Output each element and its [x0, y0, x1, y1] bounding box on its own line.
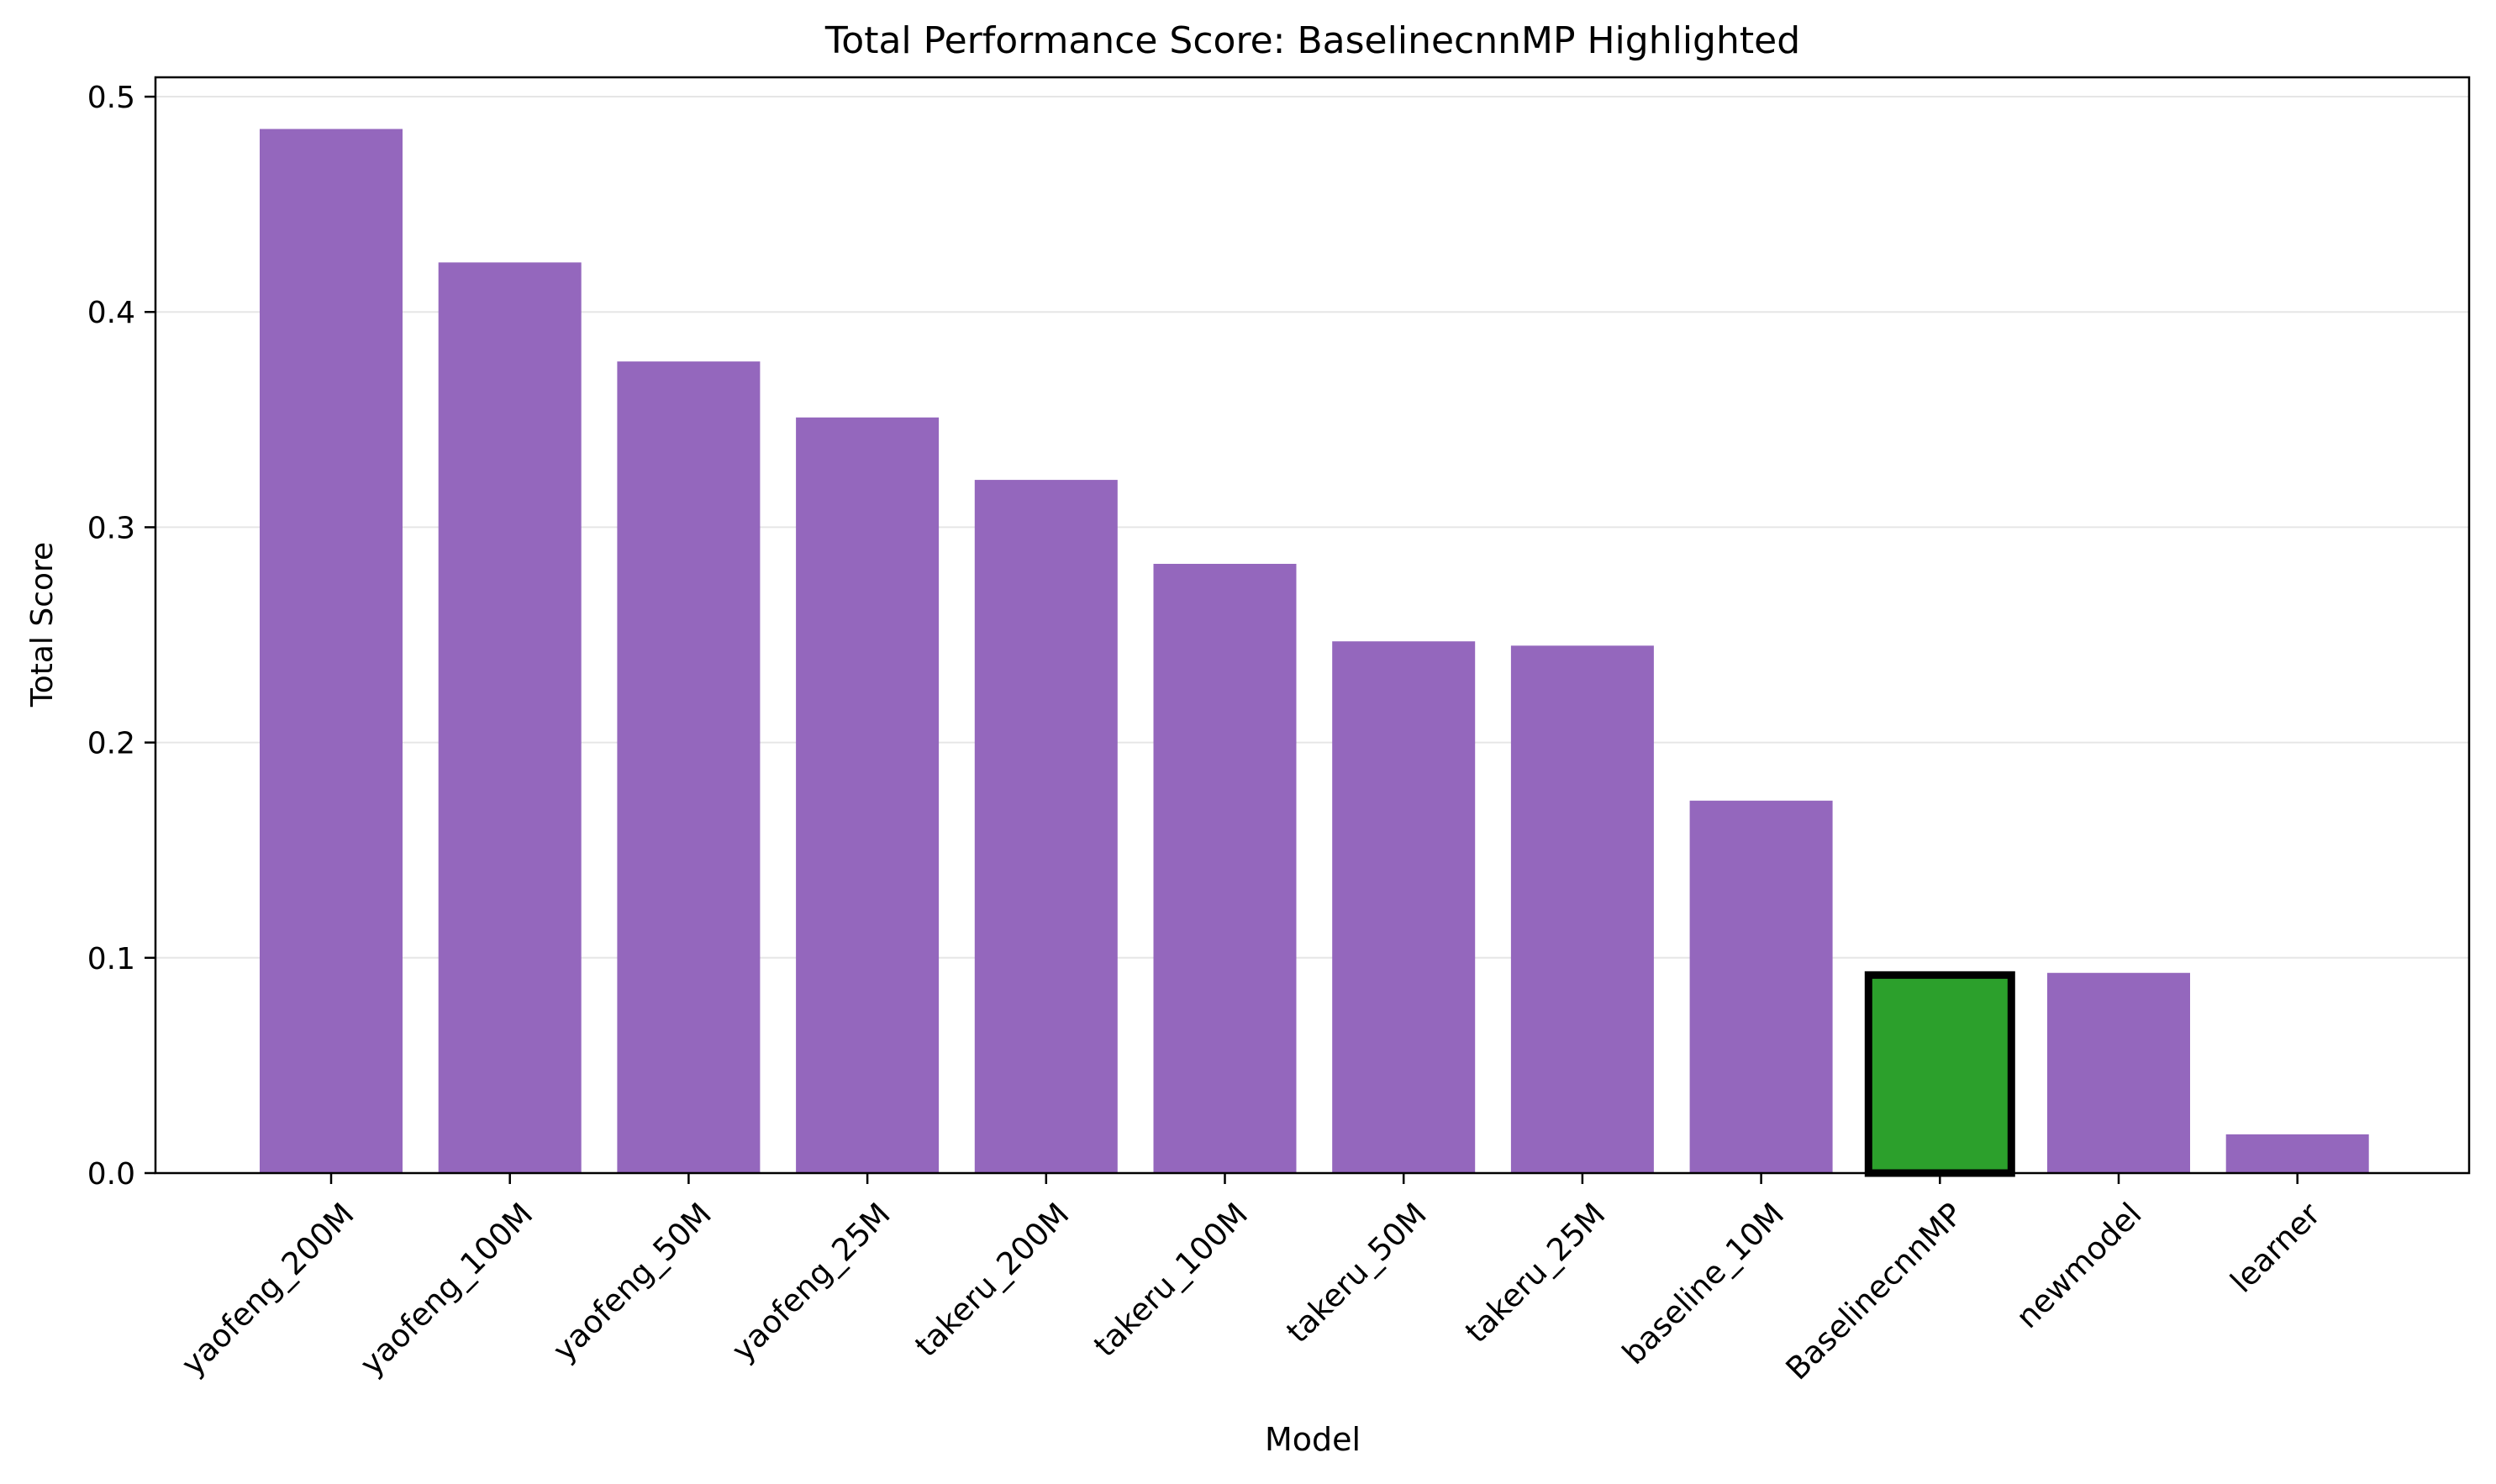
- x-tick-label: yaofeng_100M: [353, 1196, 540, 1382]
- x-tick-label: learner: [2224, 1196, 2328, 1300]
- bar: [1510, 645, 1654, 1173]
- x-tick-label: baseline_10M: [1615, 1196, 1791, 1371]
- plot-frame: [154, 76, 2471, 1175]
- x-tick-label: BaselinecnnMP: [1779, 1196, 1970, 1387]
- y-tick-label: 0.0: [87, 1157, 135, 1192]
- x-tick-label: takeru_25M: [1458, 1196, 1612, 1350]
- bar: [1689, 800, 1833, 1173]
- y-axis-label: Total Score: [25, 542, 60, 708]
- x-tick-label: yaofeng_50M: [546, 1196, 719, 1368]
- axes: [154, 76, 2471, 1175]
- x-axis-label: Model: [1265, 1421, 1361, 1458]
- bar-highlighted: [1864, 971, 2015, 1177]
- bar: [2047, 972, 2190, 1173]
- y-tick-label: 0.1: [87, 942, 135, 976]
- bar: [974, 480, 1118, 1173]
- bars: [260, 129, 2369, 1177]
- x-tick-label: takeru_50M: [1280, 1196, 1434, 1350]
- bar: [260, 129, 403, 1174]
- bar: [617, 361, 761, 1173]
- x-tick-label: yaofeng_200M: [175, 1196, 361, 1382]
- x-tick-label: takeru_100M: [1087, 1196, 1255, 1364]
- bar: [1332, 641, 1476, 1173]
- bar: [796, 417, 940, 1174]
- y-tick-label: 0.4: [87, 296, 135, 330]
- bar: [438, 262, 582, 1173]
- y-axis-ticks: 0.0 0.1 0.2 0.3 0.4 0.5: [87, 81, 155, 1192]
- bar: [2225, 1134, 2369, 1173]
- y-tick-label: 0.2: [87, 727, 135, 761]
- x-tick-label: yaofeng_25M: [724, 1196, 897, 1368]
- y-tick-label: 0.5: [87, 81, 135, 115]
- bar: [1153, 563, 1297, 1173]
- x-tick-label: newmodel: [2009, 1196, 2149, 1335]
- y-tick-label: 0.3: [87, 511, 135, 545]
- x-tick-label: takeru_200M: [908, 1196, 1076, 1364]
- chart-title: Total Performance Score: BaselinecnnMP H…: [824, 19, 1800, 62]
